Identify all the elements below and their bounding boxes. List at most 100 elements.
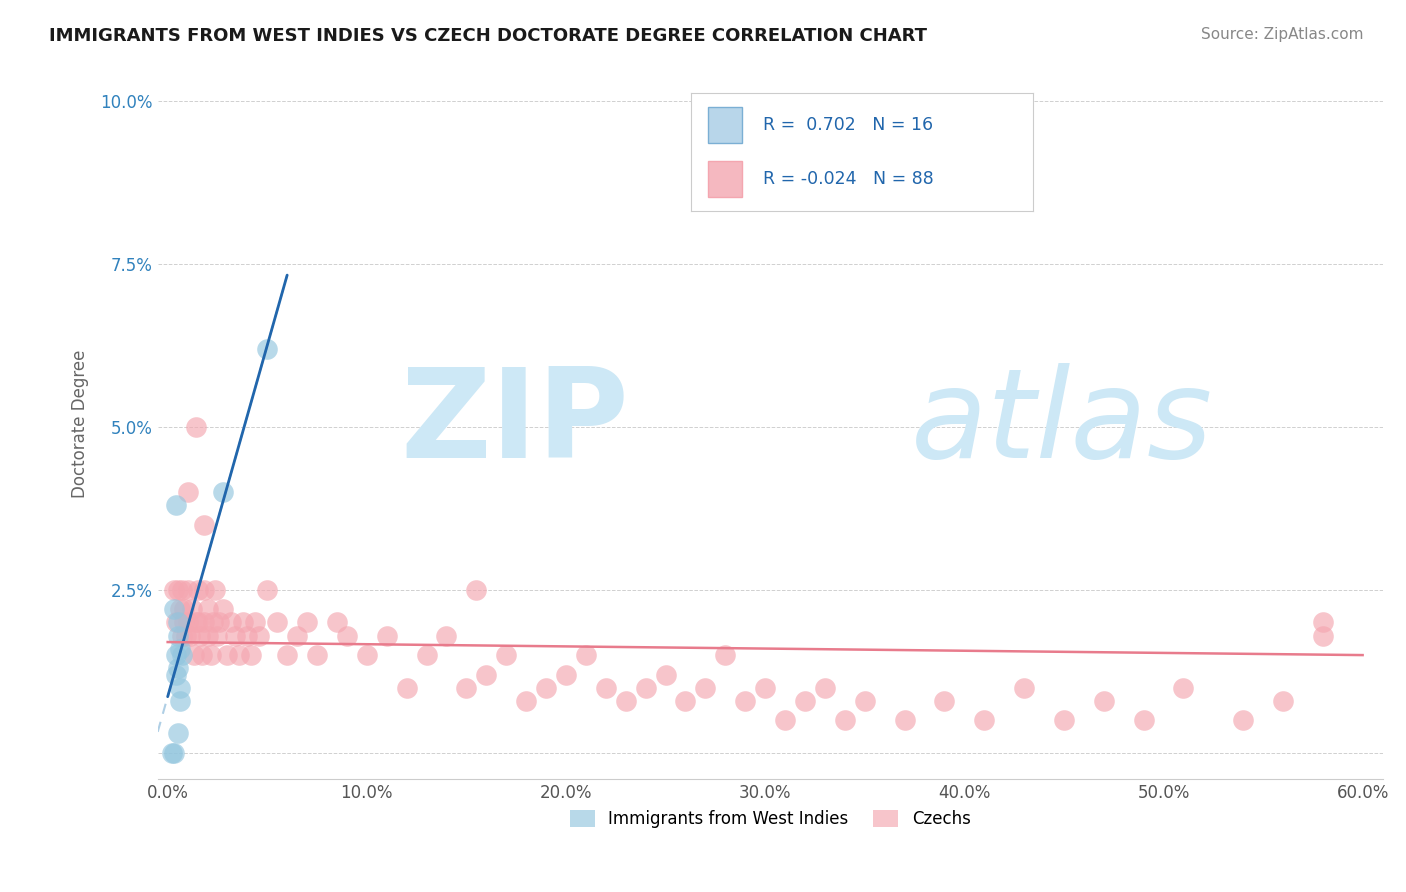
Point (176, 582, 198, 597)
Point (163, 746, 186, 760)
Point (176, 485, 198, 500)
Point (465, 582, 488, 597)
Point (193, 517, 215, 532)
Point (1092, 694, 1115, 708)
Point (973, 713, 995, 727)
Point (326, 615, 349, 630)
Point (212, 485, 235, 500)
Point (893, 713, 915, 727)
Point (614, 694, 637, 708)
Point (285, 628, 308, 642)
Point (534, 681, 557, 695)
Point (375, 628, 398, 642)
Point (240, 648, 263, 662)
Point (714, 648, 737, 662)
Point (236, 628, 259, 642)
Point (165, 498, 187, 512)
Point (188, 628, 211, 642)
Point (166, 582, 188, 597)
Point (170, 648, 193, 662)
Point (247, 628, 270, 642)
Point (595, 681, 617, 695)
Point (276, 648, 298, 662)
Point (1173, 681, 1195, 695)
Point (165, 615, 187, 630)
Point (814, 681, 837, 695)
Point (575, 648, 598, 662)
Point (170, 628, 193, 642)
Point (163, 582, 186, 597)
Point (200, 648, 222, 662)
Point (754, 681, 776, 695)
Point (853, 694, 876, 708)
Point (794, 694, 817, 708)
Point (256, 582, 278, 597)
Point (256, 342, 278, 356)
Point (295, 615, 318, 630)
Point (169, 602, 191, 616)
Point (336, 628, 359, 642)
Point (173, 602, 195, 616)
Point (190, 648, 212, 662)
Point (515, 694, 537, 708)
Point (436, 628, 458, 642)
Point (834, 713, 856, 727)
Point (634, 681, 657, 695)
Point (173, 615, 195, 630)
Point (675, 694, 697, 708)
Point (184, 420, 207, 434)
Point (475, 667, 498, 681)
Point (245, 615, 267, 630)
Point (160, 746, 183, 760)
Point (166, 661, 188, 675)
Y-axis label: Doctorate Degree: Doctorate Degree (72, 350, 89, 498)
Point (773, 713, 796, 727)
Text: IMMIGRANTS FROM WEST INDIES VS CZECH DOCTORATE DEGREE CORRELATION CHART: IMMIGRANTS FROM WEST INDIES VS CZECH DOC… (49, 27, 927, 45)
Point (184, 615, 207, 630)
Point (208, 615, 231, 630)
Point (456, 681, 478, 695)
Point (165, 667, 187, 681)
Point (1271, 694, 1294, 708)
Point (207, 628, 229, 642)
Point (204, 582, 226, 597)
Point (193, 615, 215, 630)
Point (179, 628, 201, 642)
Point (166, 726, 188, 740)
Point (555, 667, 578, 681)
Point (197, 628, 219, 642)
Point (734, 694, 756, 708)
Point (415, 648, 437, 662)
Text: ZIP: ZIP (401, 363, 630, 484)
Point (495, 648, 517, 662)
Point (1132, 713, 1154, 727)
Point (305, 648, 328, 662)
Legend: Immigrants from West Indies, Czechs: Immigrants from West Indies, Czechs (562, 803, 977, 835)
Point (654, 667, 676, 681)
Point (266, 615, 288, 630)
Text: atlas: atlas (911, 363, 1213, 484)
Point (166, 615, 188, 630)
Point (695, 681, 717, 695)
Point (217, 648, 239, 662)
Point (197, 602, 219, 616)
Point (232, 615, 254, 630)
Point (221, 615, 243, 630)
Point (1232, 713, 1254, 727)
Point (169, 681, 191, 695)
Point (187, 615, 209, 630)
Point (163, 602, 186, 616)
Point (934, 694, 956, 708)
Point (180, 602, 202, 616)
Text: Source: ZipAtlas.com: Source: ZipAtlas.com (1201, 27, 1364, 42)
Point (176, 615, 198, 630)
Point (1312, 615, 1334, 630)
Point (1312, 628, 1334, 642)
Point (356, 648, 378, 662)
Point (170, 582, 193, 597)
Point (224, 628, 246, 642)
Point (187, 582, 209, 597)
Point (395, 681, 418, 695)
Point (212, 602, 235, 616)
Point (169, 641, 191, 656)
